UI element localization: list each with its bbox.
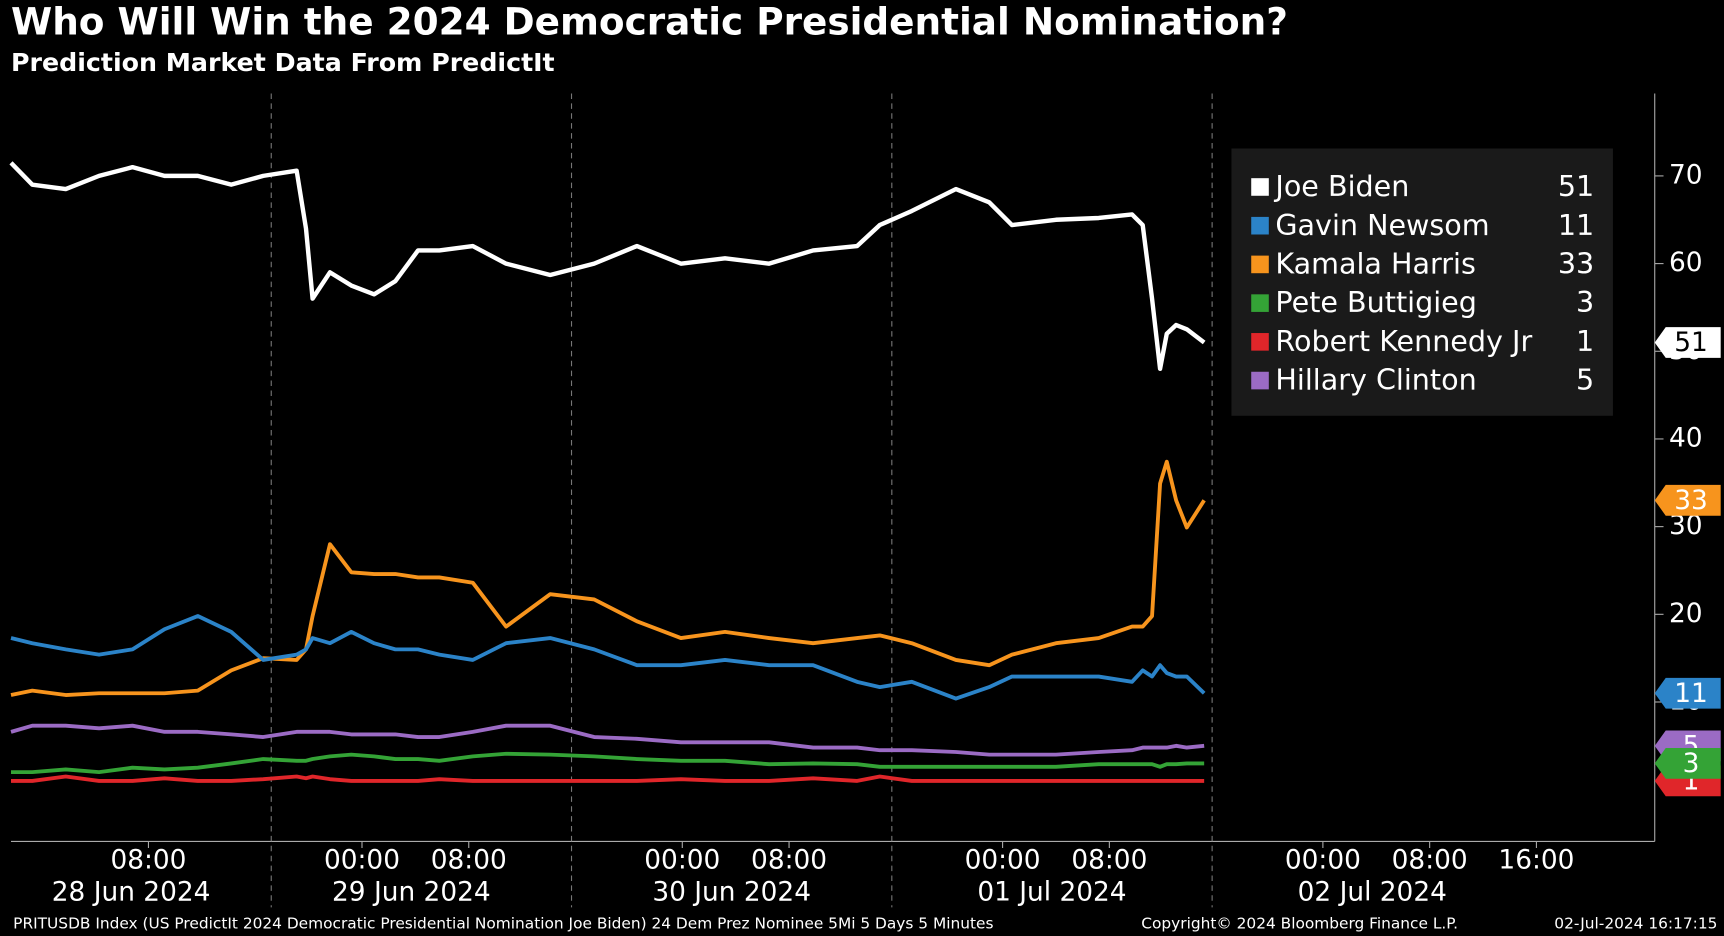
series-line bbox=[10, 774, 1205, 783]
x-date-label: 01 Jul 2024 bbox=[977, 878, 1126, 908]
y-tick-label: 60 bbox=[1669, 248, 1703, 278]
x-date-label: 02 Jul 2024 bbox=[1298, 878, 1447, 908]
x-tick-label: 08:00 bbox=[110, 846, 186, 876]
legend-value: 11 bbox=[1558, 208, 1594, 242]
legend-label: Pete Buttigieg bbox=[1275, 285, 1477, 319]
copyright: Copyright© 2024 Bloomberg Finance L.P. bbox=[1141, 914, 1458, 932]
legend-swatch bbox=[1251, 294, 1269, 312]
legend-value: 1 bbox=[1576, 324, 1594, 358]
x-tick-label: 00:00 bbox=[965, 846, 1041, 876]
series-line bbox=[10, 723, 1205, 757]
legend-swatch bbox=[1251, 333, 1269, 351]
source-note: PRITUSDB Index (US PredictIt 2024 Democr… bbox=[13, 914, 993, 932]
y-tick-label: 30 bbox=[1669, 511, 1703, 541]
legend-box bbox=[1231, 148, 1613, 416]
value-tag bbox=[1654, 327, 1721, 358]
y-tick-label: 70 bbox=[1669, 160, 1703, 190]
x-tick-label: 08:00 bbox=[751, 846, 827, 876]
legend-label: Gavin Newsom bbox=[1275, 208, 1489, 242]
chart-subtitle: Prediction Market Data From PredictIt bbox=[11, 48, 555, 77]
value-tag bbox=[1654, 484, 1721, 516]
x-tick-label: 00:00 bbox=[644, 846, 720, 876]
legend-value: 33 bbox=[1558, 247, 1594, 281]
series-line bbox=[10, 459, 1206, 697]
value-tag-label: 3 bbox=[1683, 749, 1700, 779]
legend-value: 51 bbox=[1558, 169, 1594, 203]
x-date-label: 29 Jun 2024 bbox=[332, 878, 491, 908]
series-line bbox=[9, 161, 1206, 371]
series-line bbox=[10, 614, 1206, 701]
legend-label: Robert Kennedy Jr bbox=[1275, 324, 1532, 358]
x-tick-label: 08:00 bbox=[431, 846, 507, 876]
legend-swatch bbox=[1251, 255, 1269, 274]
x-date-label: 30 Jun 2024 bbox=[652, 878, 811, 908]
value-tag bbox=[1654, 677, 1721, 709]
value-tag-label: 11 bbox=[1674, 679, 1708, 709]
x-tick-label: 08:00 bbox=[1392, 846, 1468, 876]
legend-label: Hillary Clinton bbox=[1275, 363, 1476, 397]
x-tick-label: 00:00 bbox=[324, 846, 400, 876]
x-date-label: 28 Jun 2024 bbox=[52, 878, 211, 908]
legend-label: Joe Biden bbox=[1273, 169, 1409, 203]
legend-value: 5 bbox=[1576, 363, 1594, 397]
value-tag-label: 51 bbox=[1674, 328, 1708, 358]
y-tick-label: 40 bbox=[1669, 423, 1703, 453]
timestamp: 02-Jul-2024 16:17:15 bbox=[1554, 914, 1717, 932]
series-line bbox=[10, 751, 1205, 775]
legend-swatch bbox=[1251, 216, 1269, 235]
x-tick-label: 16:00 bbox=[1498, 846, 1574, 876]
value-tag-label: 33 bbox=[1674, 486, 1708, 516]
chart-title: Who Will Win the 2024 Democratic Preside… bbox=[11, 0, 1288, 44]
legend-value: 3 bbox=[1576, 285, 1594, 319]
legend-swatch bbox=[1251, 178, 1269, 196]
legend-label: Kamala Harris bbox=[1275, 247, 1475, 281]
y-tick-label: 20 bbox=[1669, 599, 1703, 629]
legend-swatch bbox=[1251, 371, 1269, 390]
value-tag bbox=[1654, 747, 1721, 779]
x-tick-label: 00:00 bbox=[1285, 846, 1361, 876]
x-tick-label: 08:00 bbox=[1071, 846, 1147, 876]
